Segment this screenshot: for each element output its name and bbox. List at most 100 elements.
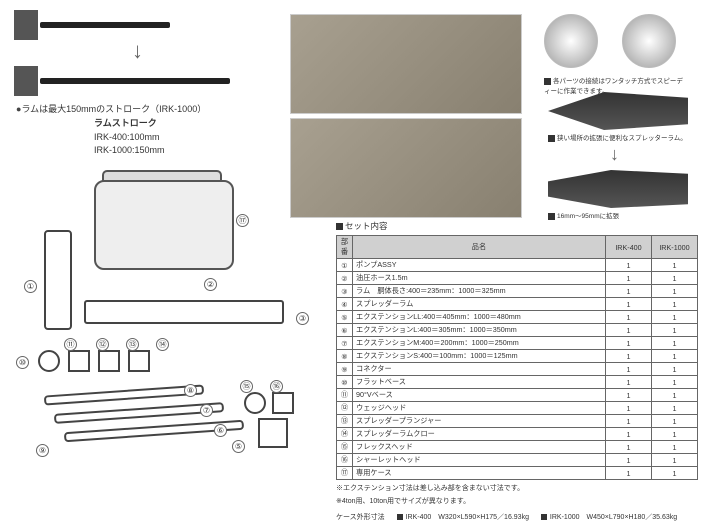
cell-name: フラットベース [353,376,606,389]
extension-tube [54,402,224,424]
cell-q2: 1 [652,272,698,285]
case-dimensions: ケース外形寸法 IRK-400 W320×L590×H175／16.93kg I… [336,512,698,522]
stroke-line1: IRK-400:100mm [94,131,274,145]
ram-short [14,10,274,40]
cell-name: スプレッダーラム [353,298,606,311]
square-bullet-icon [541,514,547,520]
part-number-label: ⑥ [214,424,227,437]
cell-q1: 1 [606,454,652,467]
cell-idx: ⑯ [337,454,353,467]
table-row: ⑪90°Vベース11 [337,389,698,402]
cell-q1: 1 [606,311,652,324]
cell-name: エクステンションS:400＝100mm：1000＝125mm [353,350,606,363]
plunger [128,350,150,372]
cell-idx: ⑰ [337,467,353,480]
spreader-arrow-icon: ↓ [610,144,619,165]
flex-head [244,392,266,414]
cell-idx: ⑪ [337,389,353,402]
cell-q1: 1 [606,428,652,441]
cell-idx: ② [337,272,353,285]
cell-name: 油圧ホース1.5m [353,272,606,285]
cell-q1: 1 [606,350,652,363]
table-row: ③ラム 胴体長さ:400＝235mm：1000＝325mm11 [337,285,698,298]
hydraulic-ram [84,300,284,324]
part-number-label: ⑭ [156,338,169,351]
cell-q2: 1 [652,467,698,480]
col-irk400: IRK-400 [606,236,652,259]
cell-q1: 1 [606,259,652,272]
cell-q2: 1 [652,324,698,337]
cell-q1: 1 [606,376,652,389]
set-header: セット内容 [336,220,698,232]
spreader-caption-1-text: 狭い場所の拡張に便利なスプレッターラム。 [557,135,687,142]
table-row: ②油圧ホース1.5m11 [337,272,698,285]
part-number-label: ⑤ [232,440,245,453]
spreader-shape-open [548,170,688,208]
ram-shaft [40,22,170,28]
part-number-label: ⑫ [96,338,109,351]
connector-photo: 各パーツの接続はワンタッチ方式でスピーディーに作業できます。 [544,14,688,70]
cell-idx: ⑤ [337,311,353,324]
square-bullet-icon [397,514,403,520]
part-number-label: ⑧ [184,384,197,397]
cell-name: エクステンションM:400＝200mm：1000＝250mm [353,337,606,350]
spreader-caption-1: 狭い場所の拡張に便利なスプレッターラム。 [548,132,688,142]
cell-q2: 1 [652,428,698,441]
col-irk1000: IRK-1000 [652,236,698,259]
spreader-caption-2-text: 16mm～95mmに拡張 [557,213,619,220]
set-header-text: セット内容 [345,221,388,231]
cell-q2: 1 [652,285,698,298]
cell-q2: 1 [652,363,698,376]
cell-name: スプレッダープランジャー [353,415,606,428]
wedge-head [98,350,120,372]
cell-idx: ⑥ [337,324,353,337]
col-idx: 部番 [337,236,353,259]
square-bullet-icon [548,135,555,142]
cell-q1: 1 [606,272,652,285]
part-number-label: ③ [296,312,309,325]
ram-head-icon [14,66,38,96]
table-row: ④スプレッダーラム11 [337,298,698,311]
part-number-label: ⑮ [240,380,253,393]
contents-table: 部番 品名 IRK-400 IRK-1000 ①ポンプASSY11②油圧ホース1… [336,235,698,480]
part-number-label: ⑪ [64,338,77,351]
cell-q1: 1 [606,363,652,376]
claw [258,418,288,448]
table-row: ⑦エクステンションM:400＝200mm：1000＝250mm11 [337,337,698,350]
cell-idx: ⑧ [337,350,353,363]
cell-q1: 1 [606,415,652,428]
table-row: ⑯シャーレットヘッド11 [337,454,698,467]
arrow-down-icon: ↓ [132,38,143,64]
table-row: ⑰専用ケース11 [337,467,698,480]
interior-photo-2 [290,118,522,218]
cell-q1: 1 [606,337,652,350]
case-body [94,180,234,270]
cell-q2: 1 [652,311,698,324]
table-row: ⑬スプレッダープランジャー11 [337,415,698,428]
cell-name: エクステンションLL:400＝405mm：1000＝480mm [353,311,606,324]
cell-name: ポンプASSY [353,259,606,272]
part-number-label: ⑯ [270,380,283,393]
cell-q2: 1 [652,350,698,363]
cell-q1: 1 [606,285,652,298]
table-row: ①ポンプASSY11 [337,259,698,272]
table-note-1: ※エクステンション寸法は差し込み部を含まない寸法です。 [336,483,698,493]
spreader-shape [548,92,688,130]
cell-q1: 1 [606,389,652,402]
cell-q2: 1 [652,454,698,467]
cell-q1: 1 [606,467,652,480]
table-row: ⑧エクステンションS:400＝100mm：1000＝125mm11 [337,350,698,363]
cell-idx: ⑫ [337,402,353,415]
square-bullet-icon [544,78,551,85]
cell-name: コネクター [353,363,606,376]
cell-idx: ⑨ [337,363,353,376]
cell-name: シャーレットヘッド [353,454,606,467]
stroke-subtitle: ラムストローク [94,117,274,131]
part-number-label: ② [204,278,217,291]
spreader-closed: 狭い場所の拡張に便利なスプレッターラム。 [548,92,688,142]
cell-q2: 1 [652,415,698,428]
ram-long [14,66,274,96]
spreader-caption-2: 16mm～95mmに拡張 [548,210,688,220]
cell-q2: 1 [652,402,698,415]
interior-photo-1 [290,14,522,114]
